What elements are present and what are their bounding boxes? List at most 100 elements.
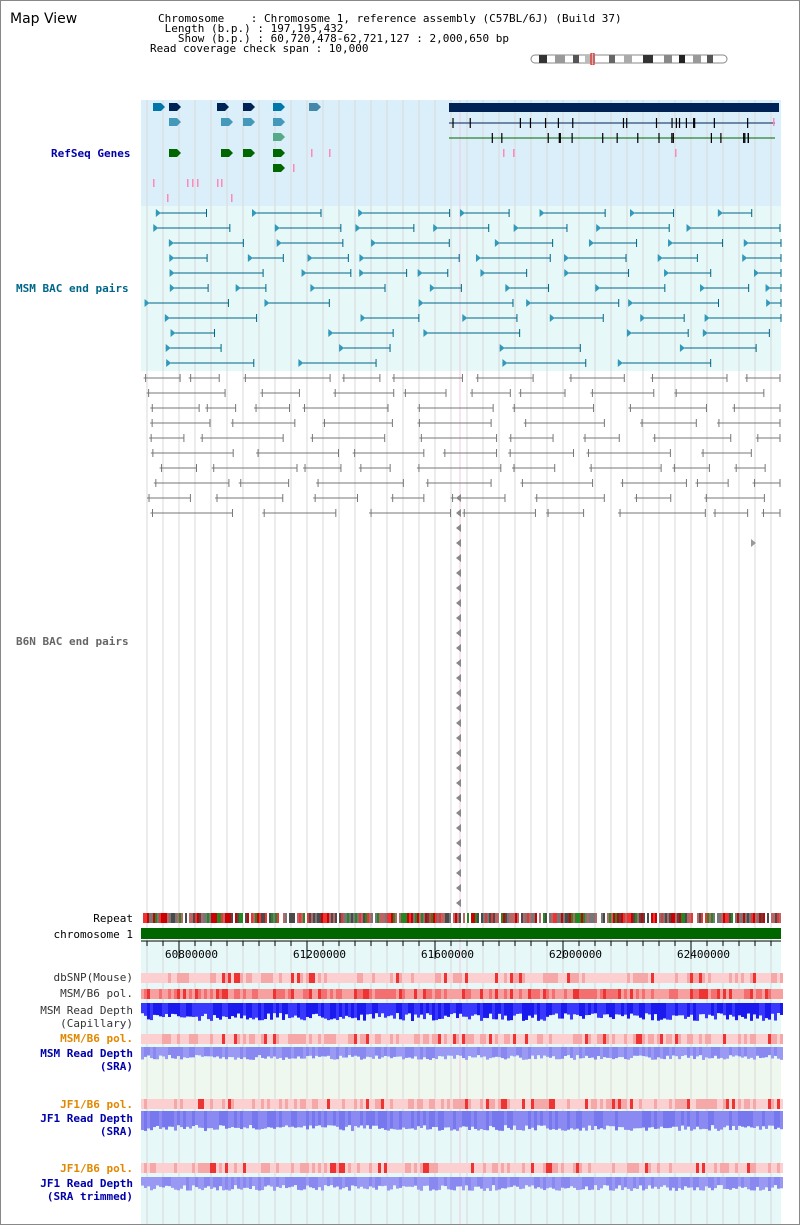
- repeat-segment: [709, 913, 711, 923]
- repeat-track[interactable]: [141, 913, 781, 923]
- depth-bar: [288, 1003, 291, 1019]
- repeat-segment: [267, 913, 269, 923]
- pol-cell: [468, 1034, 471, 1044]
- dbsnp-cell: [468, 973, 471, 983]
- pol-cell: [441, 989, 444, 999]
- depth-bar: [195, 1111, 198, 1126]
- pol-cell: [549, 1034, 552, 1044]
- pol-cell: [654, 1099, 657, 1109]
- pol-cell: [285, 1099, 288, 1109]
- pol-cell: [606, 1099, 609, 1109]
- refseq-genes-label[interactable]: RefSeq Genes: [51, 147, 131, 160]
- b6n-bac-label[interactable]: B6N BAC end pairs: [16, 635, 129, 648]
- pol-cell: [438, 1163, 441, 1173]
- depth-bar: [525, 1003, 528, 1020]
- repeat-segment: [705, 913, 707, 923]
- chromosome-ideogram[interactable]: [529, 53, 729, 65]
- msm-bac-label[interactable]: MSM BAC end pairs: [16, 282, 129, 295]
- depth-bar: [498, 1111, 501, 1131]
- pol-cell: [219, 1099, 222, 1109]
- pol-cell: [303, 1163, 306, 1173]
- current-region-marker: [590, 53, 595, 65]
- repeat-segment: [317, 913, 319, 923]
- depth-bar: [336, 1003, 339, 1021]
- depth-bar: [354, 1111, 357, 1127]
- pol-cell: [144, 1163, 147, 1173]
- repeat-segment: [295, 913, 297, 923]
- pol-cell: [528, 1163, 531, 1173]
- depth-bar: [453, 1047, 456, 1059]
- gene-marker: [217, 103, 225, 111]
- depth-bar: [708, 1003, 711, 1015]
- depth-bar: [750, 1177, 753, 1191]
- depth-bar: [258, 1047, 261, 1056]
- repeat-segment: [757, 913, 759, 923]
- pol-cell: [219, 1034, 222, 1044]
- depth-bar: [702, 1177, 705, 1191]
- dbsnp-cell: [417, 973, 420, 983]
- bac-end-stack: [456, 614, 461, 622]
- dbsnp-cell: [177, 973, 180, 983]
- repeat-segment: [345, 913, 347, 923]
- pol-cell: [669, 1034, 672, 1044]
- msm-bac-features[interactable]: [144, 209, 782, 367]
- pol-cell: [360, 989, 363, 999]
- bac-end: [539, 209, 545, 217]
- depth-bar: [411, 1003, 414, 1021]
- depth-bar: [540, 1003, 543, 1020]
- pol-cell: [477, 1034, 480, 1044]
- depth-bar: [390, 1047, 393, 1059]
- pol-cell: [483, 1163, 486, 1173]
- depth-bar: [267, 1047, 270, 1057]
- dbsnp-cell: [327, 973, 330, 983]
- pol-cell: [594, 1034, 597, 1044]
- depth-bar: [354, 1003, 357, 1018]
- depth-bar: [741, 1111, 744, 1127]
- dbsnp-cell: [480, 973, 483, 983]
- dbsnp-cell: [474, 973, 477, 983]
- pol-cell: [621, 1034, 624, 1044]
- repeat-segment: [621, 913, 623, 923]
- depth-bar: [291, 1003, 294, 1018]
- pol-cell: [237, 1034, 240, 1044]
- pol-cell: [777, 989, 780, 999]
- depth-bar: [615, 1177, 618, 1189]
- pol-cell: [222, 1099, 225, 1109]
- pol-cell: [564, 1099, 567, 1109]
- pol-cell: [309, 1163, 312, 1173]
- pol-cell: [333, 1034, 336, 1044]
- bac-end: [588, 239, 594, 247]
- chromosome-bar: [141, 928, 781, 939]
- depth-bar: [315, 1003, 318, 1014]
- pol-cell: [576, 1163, 579, 1173]
- depth-bar: [516, 1111, 519, 1130]
- refseq-features[interactable]: [153, 103, 779, 202]
- snp-tracks[interactable]: [141, 973, 783, 1191]
- b6n-bac-features[interactable]: [143, 374, 781, 907]
- depth-bar: [186, 1111, 189, 1127]
- pol-cell: [564, 1034, 567, 1044]
- repeat-segment: [309, 913, 311, 923]
- depth-bar: [159, 1047, 162, 1056]
- pol-cell: [228, 989, 231, 999]
- snp-mark: [675, 149, 677, 157]
- depth-bar: [765, 1003, 768, 1019]
- pol-cell: [270, 1034, 273, 1044]
- pol-cell: [339, 1163, 342, 1173]
- repeat-segment: [323, 913, 325, 923]
- repeat-segment: [515, 913, 517, 923]
- pol-cell: [495, 1034, 498, 1044]
- repeat-label: Repeat: [93, 912, 133, 925]
- repeat-segment: [597, 913, 599, 923]
- pol-cell: [321, 1034, 324, 1044]
- depth-bar: [771, 1111, 774, 1126]
- pol-cell: [144, 989, 147, 999]
- depth-bar: [678, 1111, 681, 1131]
- depth-bar: [621, 1047, 624, 1058]
- pol-cell: [546, 1099, 549, 1109]
- depth-bar: [432, 1177, 435, 1190]
- repeat-segment: [449, 913, 451, 923]
- repeat-segment: [765, 913, 767, 923]
- repeat-segment: [769, 913, 771, 923]
